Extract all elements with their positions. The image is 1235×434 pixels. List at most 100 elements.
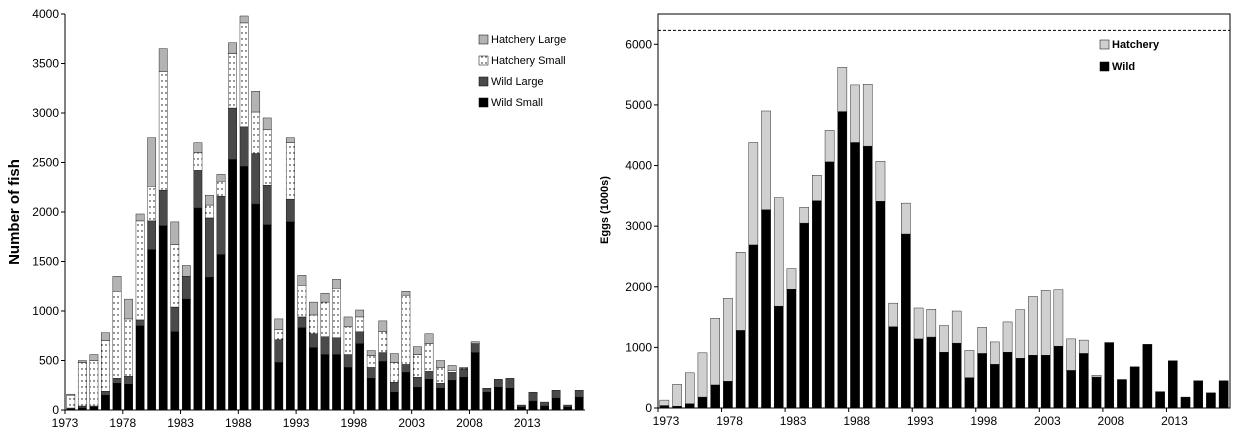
bar-hatchery-small-2002: [401, 294, 411, 365]
bar-hatchery-1993: [913, 307, 924, 340]
bar-hatchery-small-1975: [89, 360, 99, 407]
bar-wild-small-2006: [447, 380, 457, 411]
bar-wild-large-2007: [459, 369, 469, 378]
bar-wild-2009: [1117, 379, 1127, 409]
bar-hatchery-large-1979: [135, 213, 145, 222]
bar-hatchery-1988: [850, 84, 860, 143]
right-x-tick-label: 2003: [1034, 414, 1061, 428]
bar-hatchery-1995: [939, 325, 949, 353]
bar-wild-small-2000: [378, 361, 388, 411]
bar-wild-1985: [812, 200, 822, 409]
bar-wild-large-1982: [170, 306, 180, 332]
bar-wild-small-1978: [124, 384, 133, 411]
bar-hatchery-large-2000: [378, 320, 388, 332]
left-y-tick-label: 4000: [32, 7, 59, 21]
left-x-tick-label: 1978: [109, 416, 136, 430]
bar-wild-large-1997: [343, 354, 353, 368]
bar-wild-2000: [1002, 352, 1013, 409]
bar-wild-small-1988: [239, 166, 249, 411]
bar-hatchery-large-1988: [239, 15, 249, 24]
bar-hatchery-small-1976: [101, 340, 110, 392]
left-x-tick-label: 1983: [167, 416, 194, 430]
left-x-tick-label: 1988: [225, 416, 252, 430]
bar-hatchery-2002: [1028, 296, 1038, 356]
bar-hatchery-small-2000: [378, 331, 388, 353]
legend-label-wild-small: Wild Small: [491, 97, 543, 109]
bar-wild-1986: [824, 161, 835, 409]
bar-wild-1983: [786, 288, 797, 409]
left-x-tick-label: 2003: [398, 416, 425, 430]
bar-wild-2001: [1015, 358, 1026, 409]
bar-wild-large-2000: [378, 352, 388, 362]
bar-wild-2013: [1168, 360, 1178, 409]
bar-hatchery-large-2004: [424, 333, 434, 344]
left-x-tick-label: 2013: [514, 416, 541, 430]
bar-wild-2002: [1028, 355, 1038, 409]
left-legend: Hatchery Large Hatchery Small Wild Large Wi…: [478, 34, 566, 109]
legend-swatch-hatchery-large: [478, 34, 489, 45]
bar-wild-small-2004: [424, 379, 434, 411]
bar-wild-small-1991: [274, 362, 284, 411]
bar-hatchery-1999: [990, 341, 1000, 365]
bar-wild-1994: [926, 336, 937, 409]
bar-wild-large-1985: [205, 217, 214, 278]
bar-wild-2011: [1142, 344, 1153, 409]
right-y-tick-label: 2000: [625, 280, 652, 294]
bar-hatchery-large-2006: [447, 365, 457, 371]
bar-hatchery-1991: [888, 302, 898, 327]
bar-hatchery-large-1991: [274, 318, 284, 331]
bar-wild-small-1977: [112, 383, 122, 411]
bar-wild-1995: [939, 352, 949, 409]
bar-wild-2004: [1053, 345, 1064, 409]
bar-hatchery-1987: [837, 67, 848, 112]
bar-wild-small-2014: [540, 405, 549, 411]
bar-wild-1987: [837, 111, 848, 409]
bar-hatchery-small-1973: [66, 394, 76, 409]
bar-wild-large-1986: [216, 195, 226, 255]
bar-wild-large-1995: [320, 336, 330, 355]
bar-hatchery-1978: [723, 298, 733, 382]
right-x-tick-label: 1988: [843, 414, 870, 428]
bar-hatchery-small-1986: [216, 181, 226, 197]
bar-wild-large-1981: [158, 190, 168, 227]
bar-wild-1992: [901, 233, 911, 409]
bar-wild-small-1998: [355, 343, 365, 411]
bar-wild-1982: [773, 305, 784, 409]
bar-wild-small-1993: [297, 327, 307, 411]
right-x-tick-label: 1998: [970, 414, 997, 428]
bar-hatchery-1976: [697, 352, 708, 398]
right-legend: Hatchery Wild: [1099, 39, 1160, 73]
bar-hatchery-1992: [901, 202, 911, 235]
bar-wild-large-2011: [505, 378, 515, 389]
legend-swatch-wild-large: [478, 76, 489, 87]
bar-wild-large-2001: [389, 382, 399, 393]
bar-wild-large-2002: [401, 364, 411, 373]
bar-hatchery-small-2004: [424, 343, 434, 372]
bar-wild-2017: [1218, 380, 1229, 409]
bar-hatchery-large-1983: [181, 265, 191, 277]
bar-wild-2003: [1040, 355, 1051, 409]
bar-wild-large-1990: [262, 185, 272, 226]
bar-hatchery-small-1985: [205, 204, 214, 219]
bar-hatchery-2000: [1002, 321, 1013, 353]
bar-wild-large-1980: [147, 220, 157, 250]
bar-hatchery-large-1985: [205, 194, 214, 206]
bar-wild-1977: [710, 384, 720, 409]
bar-wild-1999: [990, 364, 1000, 409]
bar-hatchery-small-1979: [135, 220, 145, 321]
bar-hatchery-1973: [659, 399, 670, 406]
bar-hatchery-small-2001: [389, 362, 399, 383]
bar-hatchery-small-1978: [124, 318, 133, 377]
bar-wild-small-1995: [320, 354, 330, 411]
bar-wild-small-2001: [389, 391, 399, 411]
bar-hatchery-1984: [799, 207, 809, 224]
left-y-axis-label: Number of fish: [6, 159, 23, 265]
left-y-tick-label: 0: [52, 403, 59, 417]
bar-wild-small-1990: [262, 224, 272, 411]
bar-wild-small-2013: [528, 400, 538, 411]
bar-hatchery-small-1989: [251, 111, 261, 154]
right-y-tick-label: 0: [645, 401, 652, 415]
bar-wild-1978: [723, 381, 733, 409]
bar-wild-large-2015: [551, 390, 561, 399]
bar-wild-small-2011: [505, 388, 515, 411]
